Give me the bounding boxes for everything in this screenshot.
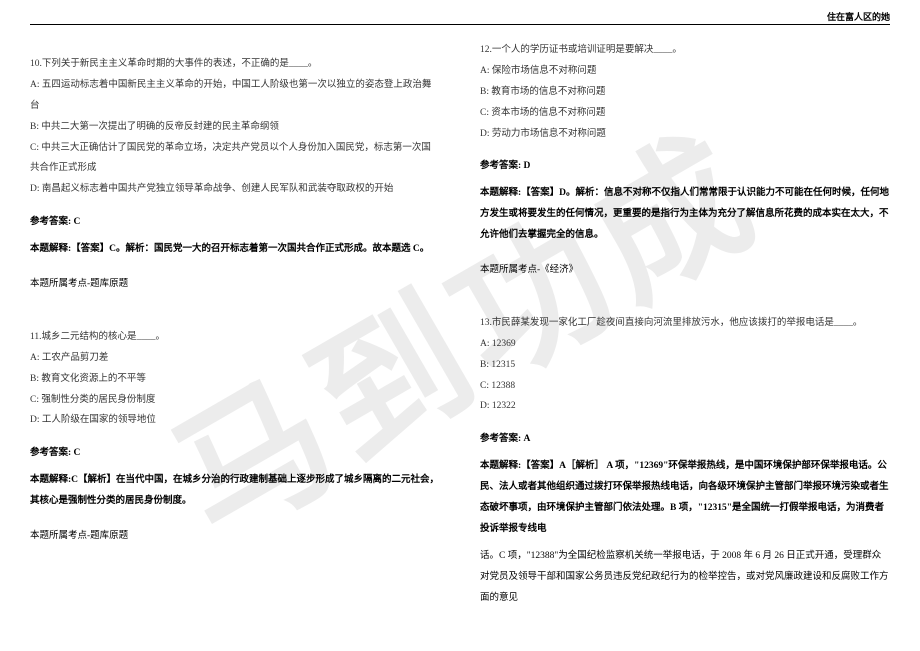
q12-option-b: B: 教育市场的信息不对称问题 [480,82,890,103]
q11-stem: 11.城乡二元结构的核心是____。 [30,327,440,348]
q12-option-d: D: 劳动力市场信息不对称问题 [480,124,890,145]
q10-explanation: 本题解释:【答案】C。解析：国民党一大的召开标志着第一次国共合作正式形成。故本题… [30,239,440,260]
q13-option-c: C: 12388 [480,376,890,397]
q10-option-d: D: 南昌起义标志着中国共产党独立领导革命战争、创建人民军队和武装夺取政权的开始 [30,179,440,200]
q11-topic: 本题所属考点-题库原题 [30,526,440,547]
q10-topic: 本题所属考点-题库原题 [30,274,440,295]
q10-option-b: B: 中共二大第一次提出了明确的反帝反封建的民主革命纲领 [30,117,440,138]
q11-option-a: A: 工农产品剪刀差 [30,348,440,369]
q11-option-c: C: 强制性分类的居民身份制度 [30,390,440,411]
q10-stem: 10.下列关于新民主主义革命时期的大事件的表述，不正确的是____。 [30,54,440,75]
q13-answer: 参考答案: A [480,429,890,450]
question-10: 10.下列关于新民主主义革命时期的大事件的表述，不正确的是____。 A: 五四… [30,54,440,309]
question-12: 12.一个人的学历证书或培训证明是要解决____。 A: 保险市场信息不对称问题… [480,40,890,295]
q13-stem: 13.市民薛某发现一家化工厂趁夜间直接向河流里排放污水，他应该拨打的举报电话是_… [480,313,890,334]
q11-explanation: 本题解释:C【解析】在当代中国，在城乡分治的行政建制基础上逐步形成了城乡隔离的二… [30,470,440,512]
q11-option-b: B: 教育文化资源上的不平等 [30,369,440,390]
right-column: 12.一个人的学历证书或培训证明是要解决____。 A: 保险市场信息不对称问题… [480,40,890,626]
q10-answer: 参考答案: C [30,212,440,233]
q13-explanation: 本题解释:【答案】A［解析］ A 项，"12369"环保举报热线，是中国环境保护… [480,456,890,540]
q10-option-a: A: 五四运动标志着中国新民主主义革命的开始，中国工人阶级也第一次以独立的姿态登… [30,75,440,117]
q11-option-d: D: 工人阶级在国家的领导地位 [30,410,440,431]
q13-explanation-cont: 话。C 项，"12388"为全国纪检监察机关统一举报电话，于 2008 年 6 … [480,546,890,609]
q11-answer: 参考答案: C [30,443,440,464]
q13-option-d: D: 12322 [480,396,890,417]
q10-option-c: C: 中共三大正确估计了国民党的革命立场，决定共产党员以个人身份加入国民党，标志… [30,138,440,180]
q12-explanation: 本题解释:【答案】D。解析：信息不对称不仅指人们常常限于认识能力不可能在任何时候… [480,183,890,246]
q12-answer: 参考答案: D [480,156,890,177]
q12-topic: 本题所属考点-《经济》 [480,260,890,281]
q13-option-b: B: 12315 [480,355,890,376]
q12-option-c: C: 资本市场的信息不对称问题 [480,103,890,124]
content-container: 10.下列关于新民主主义革命时期的大事件的表述，不正确的是____。 A: 五四… [0,0,920,646]
q12-option-a: A: 保险市场信息不对称问题 [480,61,890,82]
question-13: 13.市民薛某发现一家化工厂趁夜间直接向河流里排放污水，他应该拨打的举报电话是_… [480,313,890,609]
q12-stem: 12.一个人的学历证书或培训证明是要解决____。 [480,40,890,61]
left-column: 10.下列关于新民主主义革命时期的大事件的表述，不正确的是____。 A: 五四… [30,40,440,626]
question-11: 11.城乡二元结构的核心是____。 A: 工农产品剪刀差 B: 教育文化资源上… [30,327,440,561]
q13-option-a: A: 12369 [480,334,890,355]
